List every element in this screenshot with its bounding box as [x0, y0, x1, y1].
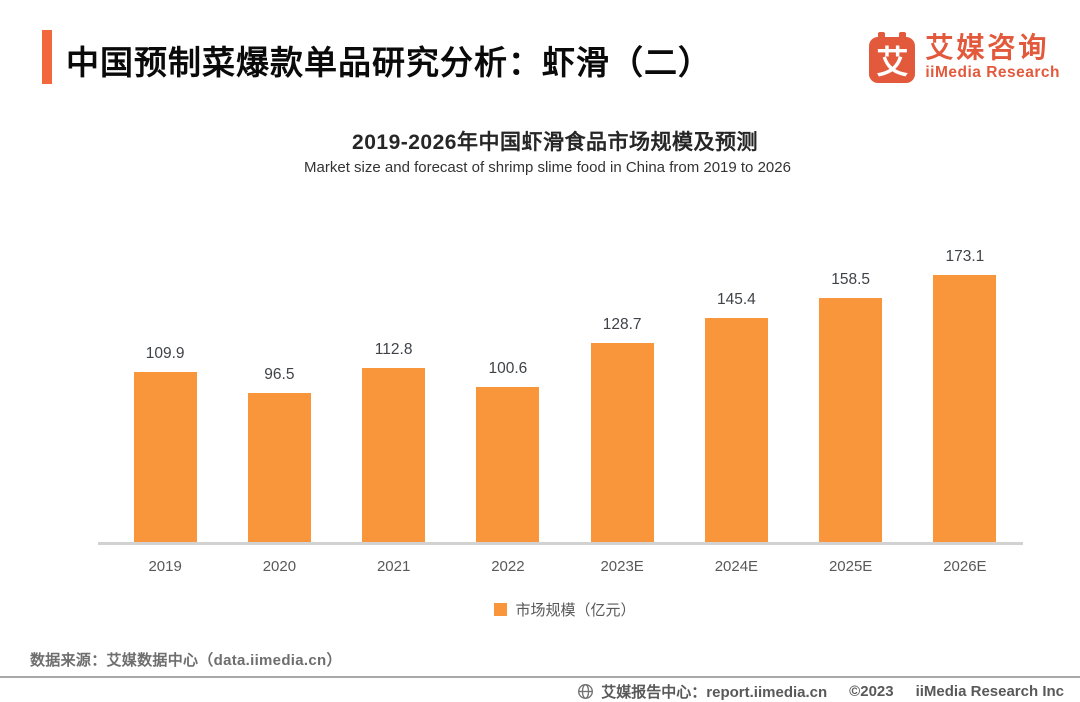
- x-axis-labels: 2019 2020 2021 2022 2023E 2024E 2025E 2026E: [108, 558, 1022, 575]
- bar-column: 145.4: [679, 242, 793, 542]
- x-axis-label: 2023E: [600, 558, 644, 575]
- legend: 市场规模（亿元）: [108, 599, 1022, 620]
- iimedia-logo-icon: 艾: [869, 32, 916, 83]
- legend-label: 市场规模（亿元）: [515, 602, 636, 619]
- x-axis-label: 2026E: [943, 558, 987, 575]
- x-axis-line: [98, 542, 1023, 545]
- bar: [476, 387, 540, 542]
- bar-value-label: 100.6: [488, 360, 528, 377]
- bar-column: 158.5: [794, 242, 908, 542]
- bar: [933, 275, 997, 542]
- bar: [133, 372, 197, 542]
- x-axis-label: 2024E: [714, 558, 759, 575]
- bar-value-label: 109.9: [145, 345, 185, 362]
- bar-column: 112.8: [337, 242, 451, 542]
- bar-column: 109.9: [108, 242, 222, 542]
- x-axis-label: 2020: [262, 558, 297, 575]
- title-accent-bar: [42, 30, 52, 84]
- bar-value-label: 173.1: [945, 248, 985, 265]
- bar-column: 128.7: [565, 242, 679, 542]
- bar: [819, 298, 883, 542]
- x-axis-label: 2019: [148, 558, 182, 575]
- x-axis-label: 2021: [376, 558, 411, 575]
- company-text: iiMedia Research Inc: [915, 683, 1064, 700]
- bar: [247, 393, 311, 542]
- plot-area: 109.9 96.5 112.8 100.6 128.7 145.4 158.5 173.1: [108, 242, 1022, 542]
- report-center-text: 艾媒报告中心：report.iimedia.cn: [601, 684, 828, 701]
- data-source-note: 数据来源：艾媒数据中心（data.iimedia.cn）: [30, 652, 342, 669]
- chart-title: 2019-2026年中国虾滑食品市场规模及预测: [352, 131, 758, 154]
- x-axis-label: 2025E: [828, 558, 873, 575]
- logo-text: 艾媒咨询 iiMedia Research: [925, 32, 1060, 82]
- bar-value-label: 128.7: [602, 316, 642, 333]
- legend-swatch: [494, 603, 508, 616]
- logo-name-cn: 艾媒咨询: [925, 32, 1050, 63]
- chart-subtitle: Market size and forecast of shrimp slime…: [304, 159, 791, 176]
- bar-value-label: 96.5: [264, 366, 295, 383]
- page-title: 中国预制菜爆款单品研究分析：虾滑（二）: [66, 44, 712, 81]
- copyright-text: ©2023: [849, 683, 894, 700]
- globe-icon: [577, 683, 594, 700]
- logo-name-en: iiMedia Research: [925, 63, 1060, 81]
- iimedia-logo: 艾 艾媒咨询 iiMedia Research: [869, 32, 1060, 83]
- bar-value-label: 145.4: [716, 291, 756, 308]
- footer-bar: 艾媒报告中心：report.iimedia.cn ©2023 iiMedia R…: [577, 681, 1064, 702]
- footer-divider: [0, 676, 1080, 678]
- bar-column: 173.1: [908, 242, 1022, 542]
- bar: [362, 368, 426, 542]
- bar: [590, 343, 654, 542]
- bar: [704, 318, 768, 542]
- bar-column: 96.5: [222, 242, 336, 542]
- bar-value-label: 158.5: [831, 271, 871, 288]
- bar-value-label: 112.8: [374, 341, 413, 358]
- bar-column: 100.6: [451, 242, 565, 542]
- x-axis-label: 2022: [491, 558, 525, 575]
